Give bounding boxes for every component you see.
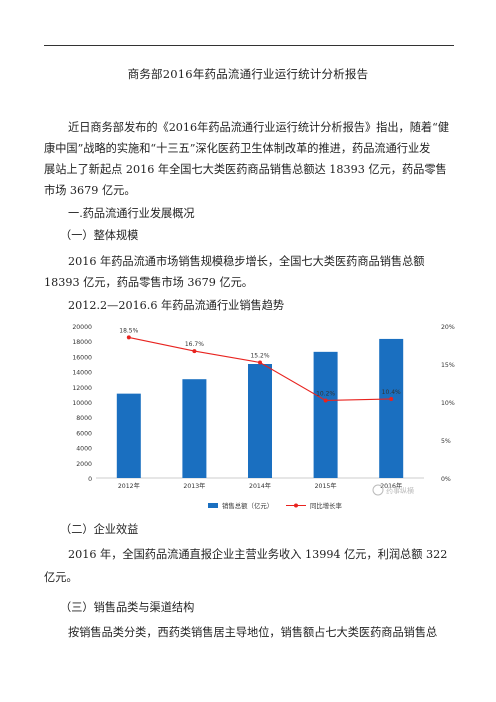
data-label: 16.7% — [185, 341, 204, 348]
y-tick-label: 2000 — [76, 461, 92, 468]
body-line: 18393 亿元，药品零售市场 3679 亿元。 — [44, 276, 253, 289]
section-heading: 一.药品流通行业发展概况 — [68, 207, 195, 220]
data-label: 10.4% — [382, 389, 401, 396]
y-tick-label: 10000 — [72, 400, 92, 407]
subsection-heading: （二）企业效益 — [60, 523, 139, 536]
bar — [313, 351, 338, 478]
growth-rate-point — [258, 360, 262, 365]
subsection-heading: （一）整体规模 — [60, 229, 139, 242]
growth-rate-point — [126, 335, 131, 340]
growth-rate-point — [389, 396, 394, 401]
body-line: 按销售品类分类，西药类销售居主导地位，销售额占七大类医药商品销售总 — [68, 626, 438, 639]
intro-line: 展站上了新起点 2016 年全国七大类医药商品销售总额达 18393 亿元，药品… — [44, 163, 447, 176]
x-tick-label: 2013年 — [183, 482, 205, 490]
y2-tick-label: 10% — [441, 400, 455, 407]
y-tick-label: 4000 — [76, 446, 92, 453]
intro-line: 市场 3679 亿元。 — [44, 184, 136, 197]
intro-line: 康中国”战略的实施和“十三五”深化医药卫生体制改革的推进，药品流通行业发 — [44, 142, 431, 155]
document-title: 商务部2016年药品流通行业运行统计分析报告 — [127, 67, 369, 81]
header-rule — [44, 45, 454, 46]
body-line: 2016 年，全国药品流通直报企业主营业务收入 13994 亿元，利润总额 32… — [68, 548, 448, 561]
y-tick-label: 6000 — [76, 430, 92, 437]
legend-line-marker — [294, 503, 298, 508]
bar — [116, 393, 141, 478]
y-tick-label: 16000 — [72, 354, 92, 361]
legend-line-label: 同比增长率 — [310, 501, 343, 510]
y2-tick-label: 20% — [441, 324, 455, 331]
growth-rate-point — [323, 398, 328, 403]
y-tick-label: 14000 — [72, 370, 92, 377]
x-tick-label: 2015年 — [315, 482, 337, 490]
chart-caption: 2012.2—2016.6 年药品流通行业销售趋势 — [68, 299, 285, 312]
y-tick-label: 20000 — [72, 324, 92, 331]
bar — [182, 379, 207, 478]
bar — [248, 364, 272, 478]
bar — [379, 338, 404, 478]
y2-tick-label: 0% — [441, 476, 451, 483]
y2-tick-label: 15% — [441, 362, 455, 369]
y-tick-label: 8000 — [76, 415, 92, 422]
data-label: 10.2% — [316, 390, 335, 397]
y-tick-label: 0 — [88, 476, 92, 483]
y-tick-label: 12000 — [72, 385, 92, 392]
legend-bar-swatch — [208, 503, 218, 508]
intro-line: 近日商务部发布的《2016年药品流通行业运行统计分析报告》指出，随着“健 — [68, 121, 450, 134]
x-tick-label: 2016年 — [380, 482, 402, 490]
watermark-icon — [372, 484, 384, 496]
y2-tick-label: 5% — [441, 438, 451, 445]
growth-rate-point — [192, 349, 197, 354]
body-line: 2016 年药品流通市场销售规模稳步增长，全国七大类医药商品销售总额 — [68, 255, 425, 268]
sales-trend-chart: 2000018000160001400012000100008000600040… — [72, 324, 455, 510]
x-tick-label: 2012年 — [118, 482, 140, 490]
body-line: 亿元。 — [44, 571, 78, 584]
y-tick-label: 18000 — [72, 339, 92, 346]
data-label: 15.2% — [250, 352, 269, 359]
legend-bar-label: 销售总额（亿元） — [222, 501, 273, 510]
watermark-text: 药事纵横 — [386, 486, 414, 495]
x-tick-label: 2014年 — [249, 482, 271, 490]
subsection-heading: （三）销售品类与渠道结构 — [60, 601, 195, 614]
data-label: 18.5% — [119, 327, 138, 334]
